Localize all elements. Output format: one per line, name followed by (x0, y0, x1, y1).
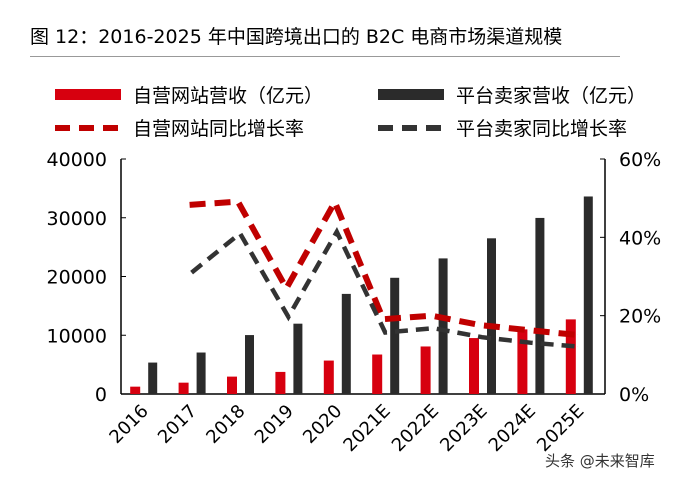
line-platform-growth (190, 227, 579, 349)
bar-platform-2024E (535, 217, 545, 394)
right-tick-label: 60% (619, 149, 661, 171)
x-tick-label: 2018 (202, 401, 249, 448)
left-tick-label: 20000 (47, 267, 107, 289)
left-tick-label: 0 (95, 384, 107, 406)
bar-platform-2020 (341, 293, 351, 394)
x-tick-label: 2022E (388, 401, 443, 456)
bar-self-site-2025E (565, 319, 576, 394)
bar-self-site-2024E (517, 329, 528, 394)
x-tick-label: 2024E (485, 401, 540, 456)
legend-label: 自营网站同比增长率 (133, 118, 304, 140)
bar-platform-2022E (438, 258, 448, 394)
line-self-site-growth (189, 195, 578, 338)
left-tick-label: 10000 (47, 325, 107, 347)
watermark: 头条 @未来智库 (545, 452, 655, 470)
left-tick-label: 30000 (47, 208, 107, 230)
right-tick-label: 0% (619, 384, 649, 406)
legend-swatch (378, 89, 444, 100)
bar-self-site-2020 (323, 360, 334, 394)
bar-self-site-2022E (420, 346, 431, 394)
x-tick-label: 2017 (154, 401, 201, 448)
x-tick-label: 2016 (105, 401, 152, 448)
bar-platform-2021E (390, 277, 400, 394)
x-tick-label: 2025E (533, 401, 588, 456)
bar-platform-2017 (196, 352, 206, 394)
bar-platform-2019 (293, 323, 303, 394)
bar-platform-2025E (583, 196, 593, 394)
bar-self-site-2018 (227, 376, 237, 394)
bar-self-site-2016 (130, 386, 141, 394)
right-tick-label: 40% (619, 227, 661, 249)
bar-self-site-2017 (178, 382, 189, 394)
bar-platform-2018 (245, 335, 254, 394)
legend-label: 自营网站营收（亿元） (133, 85, 323, 107)
bar-platform-2023E (487, 238, 496, 394)
right-tick-label: 20% (619, 306, 661, 328)
chart-title: 图 12：2016-2025 年中国跨境出口的 B2C 电商市场渠道规模 (30, 26, 563, 48)
left-tick-label: 40000 (47, 149, 107, 171)
bar-platform-2016 (148, 362, 158, 394)
bar-self-site-2021E (372, 354, 383, 394)
x-tick-label: 2023E (436, 401, 491, 456)
bar-self-site-2023E (469, 338, 479, 394)
title-divider (30, 56, 620, 57)
x-tick-label: 2021E (339, 401, 394, 456)
x-tick-label: 2019 (251, 401, 298, 448)
legend-label: 平台卖家营收（亿元） (456, 85, 646, 107)
legend-label: 平台卖家同比增长率 (456, 118, 627, 140)
bar-self-site-2019 (275, 371, 286, 394)
legend-swatch (55, 89, 121, 100)
